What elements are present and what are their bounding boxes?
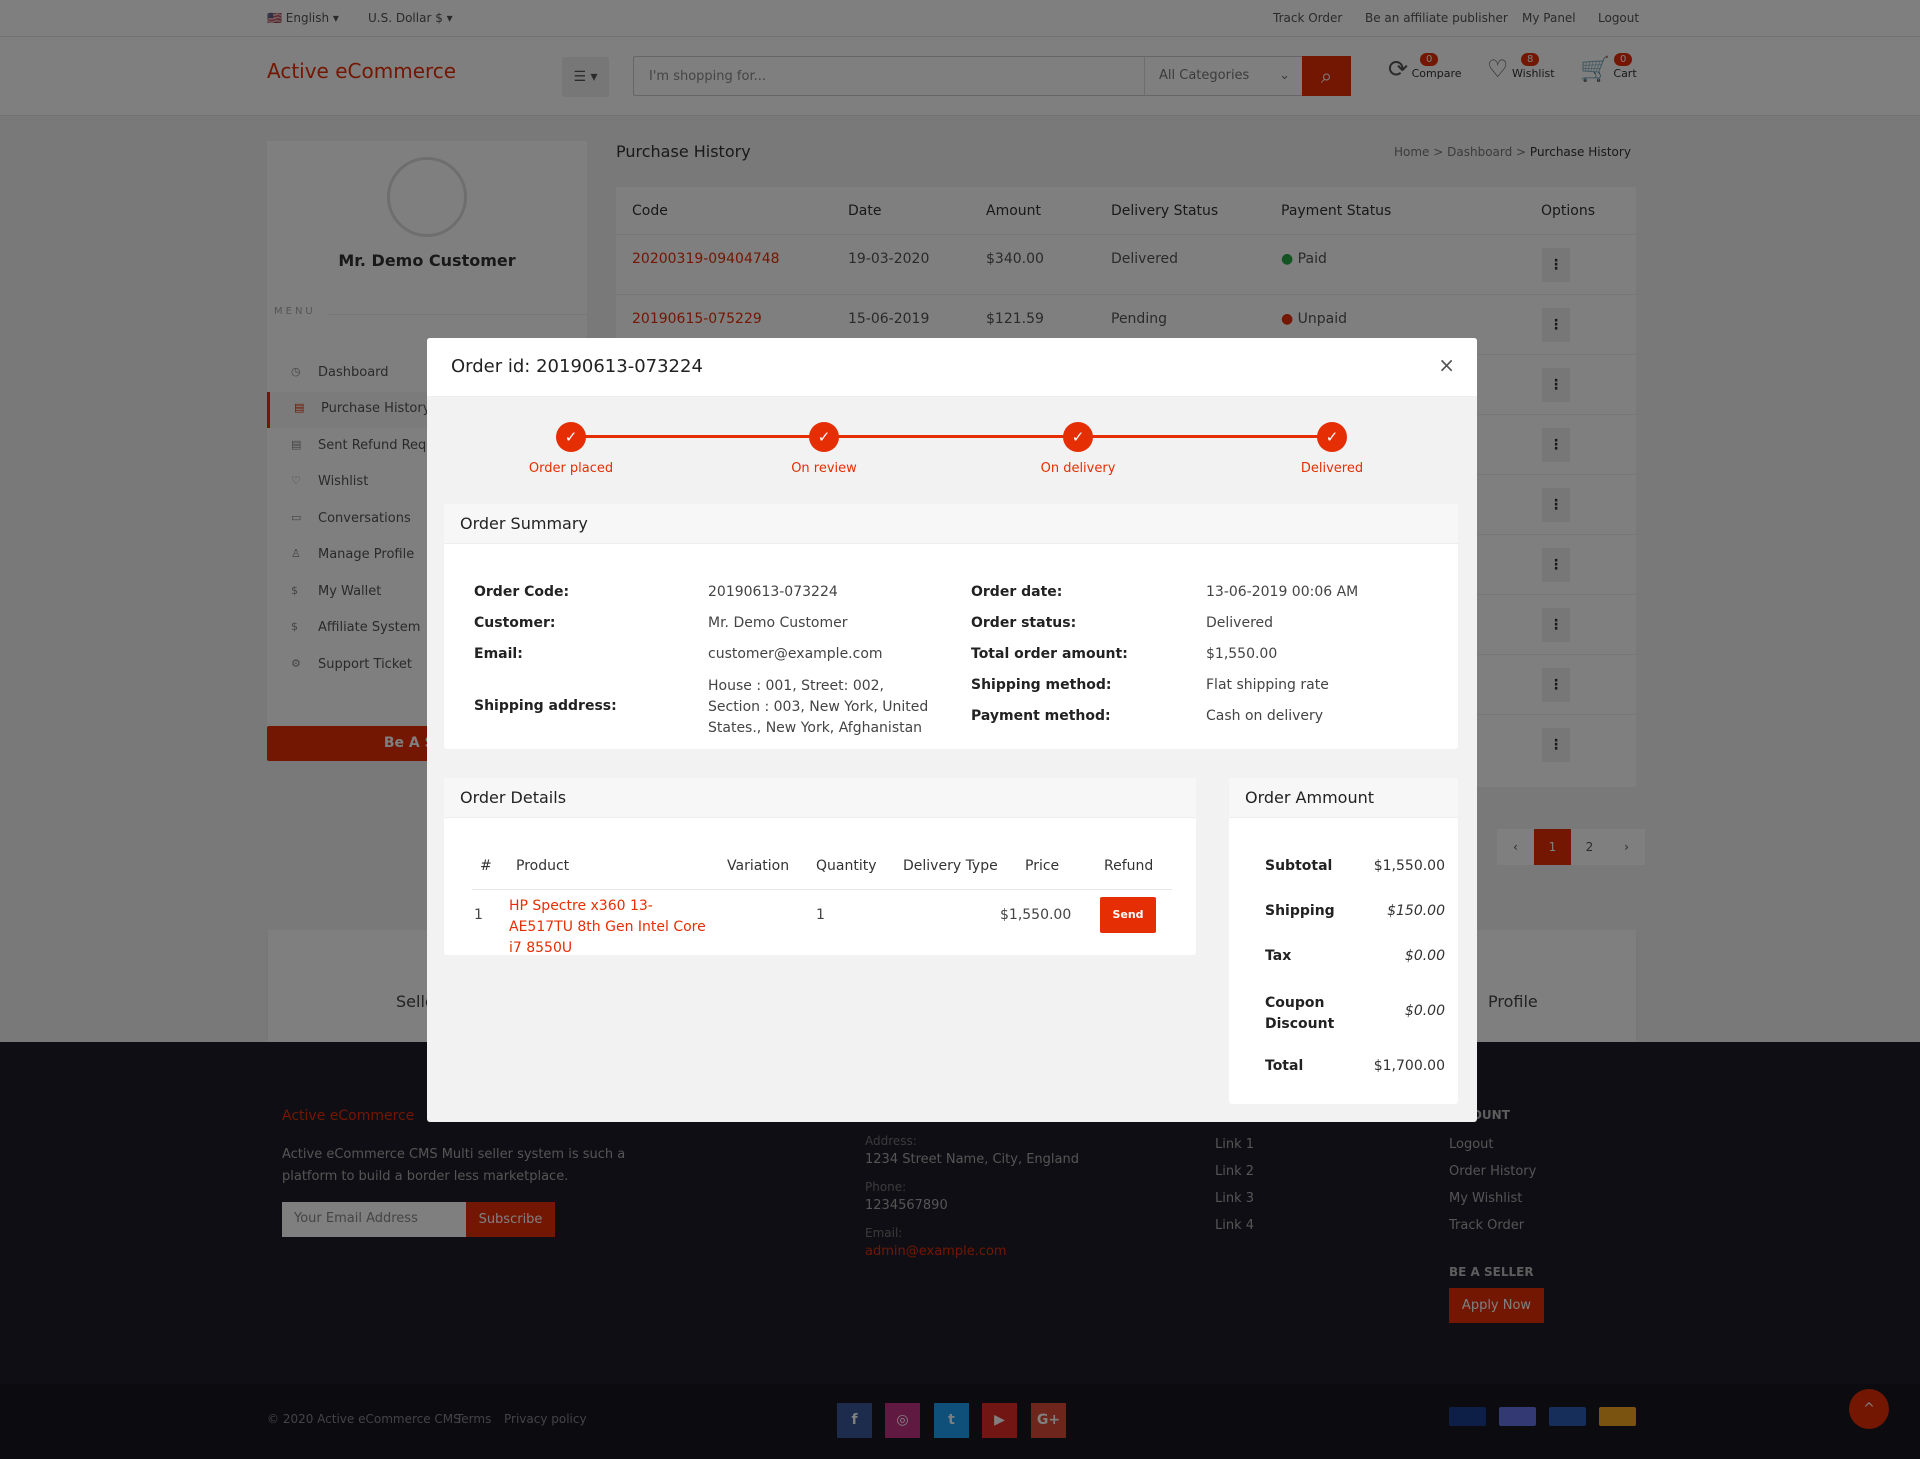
card-title: Order Ammount [1229,778,1458,818]
check-icon: ✓ [556,422,586,452]
modal-title: Order id: 20190613-073224 [451,356,703,377]
price: $1,550.00 [1000,907,1072,923]
quantity: 1 [816,907,825,923]
order-amount-card: Order Ammount Subtotal $1,550.00 Shipping… [1229,778,1458,1104]
progress-line [571,435,1333,438]
summary-label: Total order amount: [971,646,1128,662]
amount-value: $150.00 [1387,903,1445,919]
column-header: Refund [1104,858,1154,874]
amount-value: $0.00 [1404,1003,1445,1019]
divider [472,889,1172,890]
order-details-modal: Order id: 20190613-073224 × ✓ ✓ ✓ ✓ Orde… [427,338,1477,1122]
summary-value: Mr. Demo Customer [708,615,848,631]
summary-label: Email: [474,646,523,662]
column-header: Price [1025,858,1060,874]
summary-label: Order Code: [474,584,570,600]
close-icon[interactable]: × [1438,353,1455,377]
summary-value: 13-06-2019 00:06 AM [1206,584,1359,600]
amount-label: Subtotal [1265,858,1333,874]
row-number: 1 [474,907,483,923]
amount-value: $1,550.00 [1373,858,1445,874]
card-title: Order Summary [444,504,1458,544]
amount-value: $0.00 [1404,948,1445,964]
amount-label: Shipping [1265,903,1335,919]
summary-value: Flat shipping rate [1206,677,1329,693]
card-title: Order Details [444,778,1196,818]
amount-value: $1,700.00 [1373,1058,1445,1074]
check-icon: ✓ [809,422,839,452]
step-label: On review [791,461,857,476]
summary-label: Order status: [971,615,1077,631]
check-icon: ✓ [1063,422,1093,452]
step-label: On delivery [1040,461,1116,476]
product-link[interactable]: HP Spectre x360 13-AE517TU 8th Gen Intel… [509,898,706,956]
summary-value: 20190613-073224 [708,584,838,600]
summary-label: Customer: [474,615,556,631]
amount-label: Tax [1265,948,1292,964]
summary-value: customer@example.com [708,646,883,662]
column-header: Quantity [816,858,877,874]
summary-label: Shipping method: [971,677,1112,693]
amount-label: Total [1265,1058,1304,1074]
step-label: Order placed [528,461,614,476]
summary-label: Order date: [971,584,1063,600]
amount-label: Coupon Discount [1265,995,1335,1032]
column-header: Delivery Type [903,858,998,874]
order-summary-card: Order Summary Order Code: 20190613-07322… [444,504,1458,749]
summary-label: Payment method: [971,708,1111,724]
column-header: Variation [727,858,790,874]
column-header: # [480,858,492,874]
summary-value: $1,550.00 [1206,646,1278,662]
column-header: Product [516,858,570,874]
send-refund-button[interactable]: Send [1100,897,1156,933]
summary-value: House : 001, Street: 002, Section : 003,… [708,678,929,736]
modal-header: Order id: 20190613-073224 × [427,338,1477,397]
step-label: Delivered [1300,461,1364,476]
summary-value: Delivered [1206,615,1274,631]
order-details-card: Order Details # Product Variation Quanti… [444,778,1196,956]
summary-value: Cash on delivery [1206,708,1324,724]
summary-label: Shipping address: [474,698,617,714]
check-icon: ✓ [1317,422,1347,452]
